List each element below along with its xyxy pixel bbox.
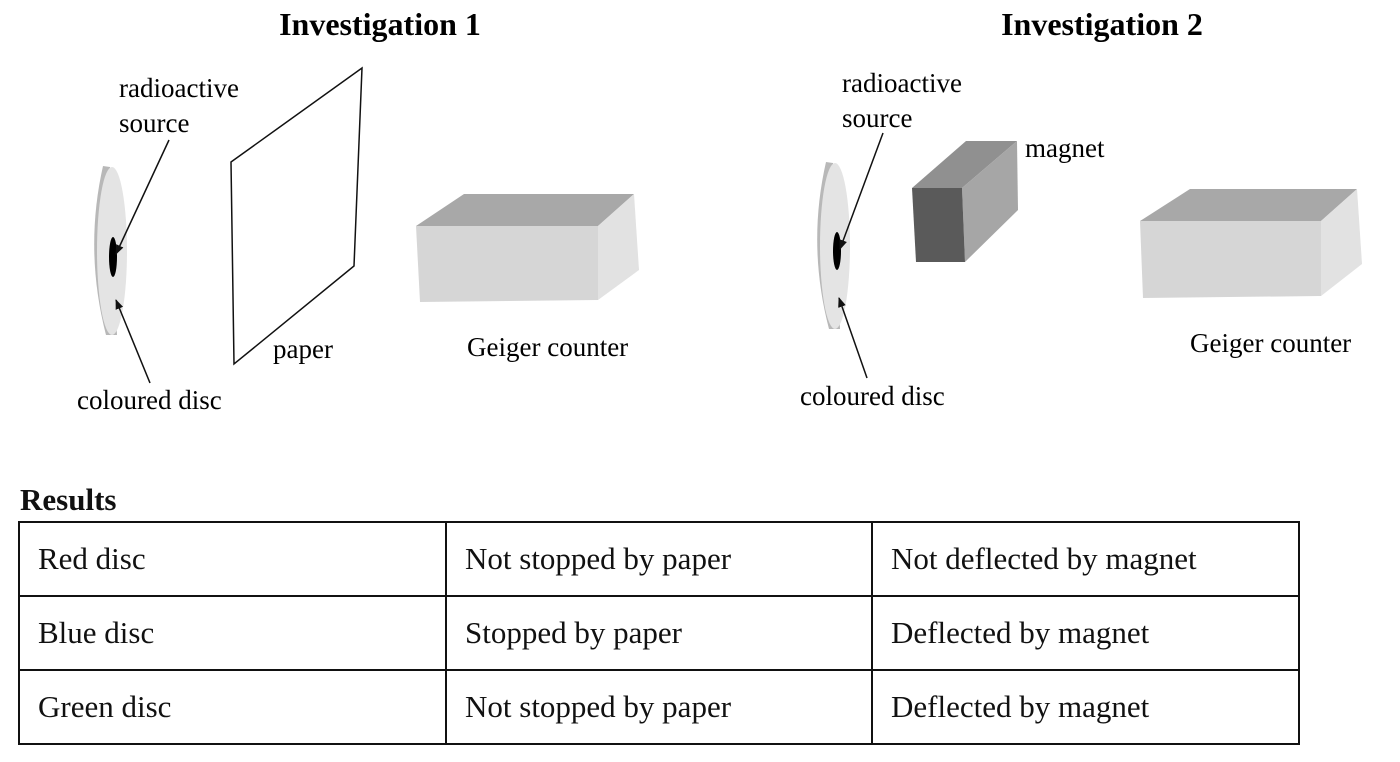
source-pointer-2 <box>839 132 884 250</box>
table-row: Green disc Not stopped by paper Deflecte… <box>18 669 1300 745</box>
source-label-line2: source <box>119 108 189 138</box>
source-label-line1: radioactive <box>842 68 962 98</box>
results-heading: Results <box>20 482 117 517</box>
magnet-result-cell: Deflected by magnet <box>871 669 1300 745</box>
disc-label-1: coloured disc <box>77 385 222 415</box>
results-table: Red disc Not stopped by paper Not deflec… <box>18 521 1300 745</box>
disc-label-2: coloured disc <box>800 381 945 411</box>
geiger-counter-1 <box>416 194 639 302</box>
investigation-2: Investigation 2 radioactive source magne… <box>800 6 1362 411</box>
counter-side <box>598 194 639 300</box>
geiger-counter-2 <box>1140 189 1362 298</box>
geiger-counter-label-1: Geiger counter <box>467 332 628 362</box>
table-row: Blue disc Stopped by paper Deflected by … <box>18 595 1300 671</box>
source-label-line2: source <box>842 103 912 133</box>
paper-result-cell: Stopped by paper <box>445 595 873 671</box>
paper-result-cell: Not stopped by paper <box>445 521 873 597</box>
radioactive-source-2 <box>833 232 841 270</box>
geiger-counter-label-2: Geiger counter <box>1190 328 1351 358</box>
disc-colour-cell: Red disc <box>18 521 447 597</box>
magnet-result-cell: Not deflected by magnet <box>871 521 1300 597</box>
disc-pointer-1 <box>115 299 151 384</box>
counter-top <box>416 194 634 226</box>
counter-front <box>416 226 598 302</box>
magnet-side <box>962 141 1018 262</box>
paper-result-cell: Not stopped by paper <box>445 669 873 745</box>
magnet-top <box>912 141 1017 188</box>
paper-sheet <box>230 66 363 366</box>
investigation-1: Investigation 1 radioactive source paper… <box>77 6 639 415</box>
table-row: Red disc Not stopped by paper Not deflec… <box>18 521 1300 597</box>
investigation-1-title: Investigation 1 <box>279 6 481 42</box>
magnet-label: magnet <box>1025 133 1105 163</box>
investigation-2-title: Investigation 2 <box>1001 6 1203 42</box>
counter-side <box>1321 189 1362 296</box>
source-label-line1: radioactive <box>119 73 239 103</box>
disc-pointer-2 <box>838 297 868 379</box>
source-pointer-1 <box>115 139 170 255</box>
radioactive-source-1 <box>109 237 117 277</box>
disc-colour-cell: Green disc <box>18 669 447 745</box>
investigations-diagram: Investigation 1 radioactive source paper… <box>77 6 1362 415</box>
paper-label: paper <box>273 334 333 364</box>
magnet-block <box>912 141 1018 262</box>
counter-top <box>1140 189 1357 221</box>
disc-colour-cell: Blue disc <box>18 595 447 671</box>
magnet-front <box>912 188 965 262</box>
magnet-result-cell: Deflected by magnet <box>871 595 1300 671</box>
counter-front <box>1140 221 1321 298</box>
